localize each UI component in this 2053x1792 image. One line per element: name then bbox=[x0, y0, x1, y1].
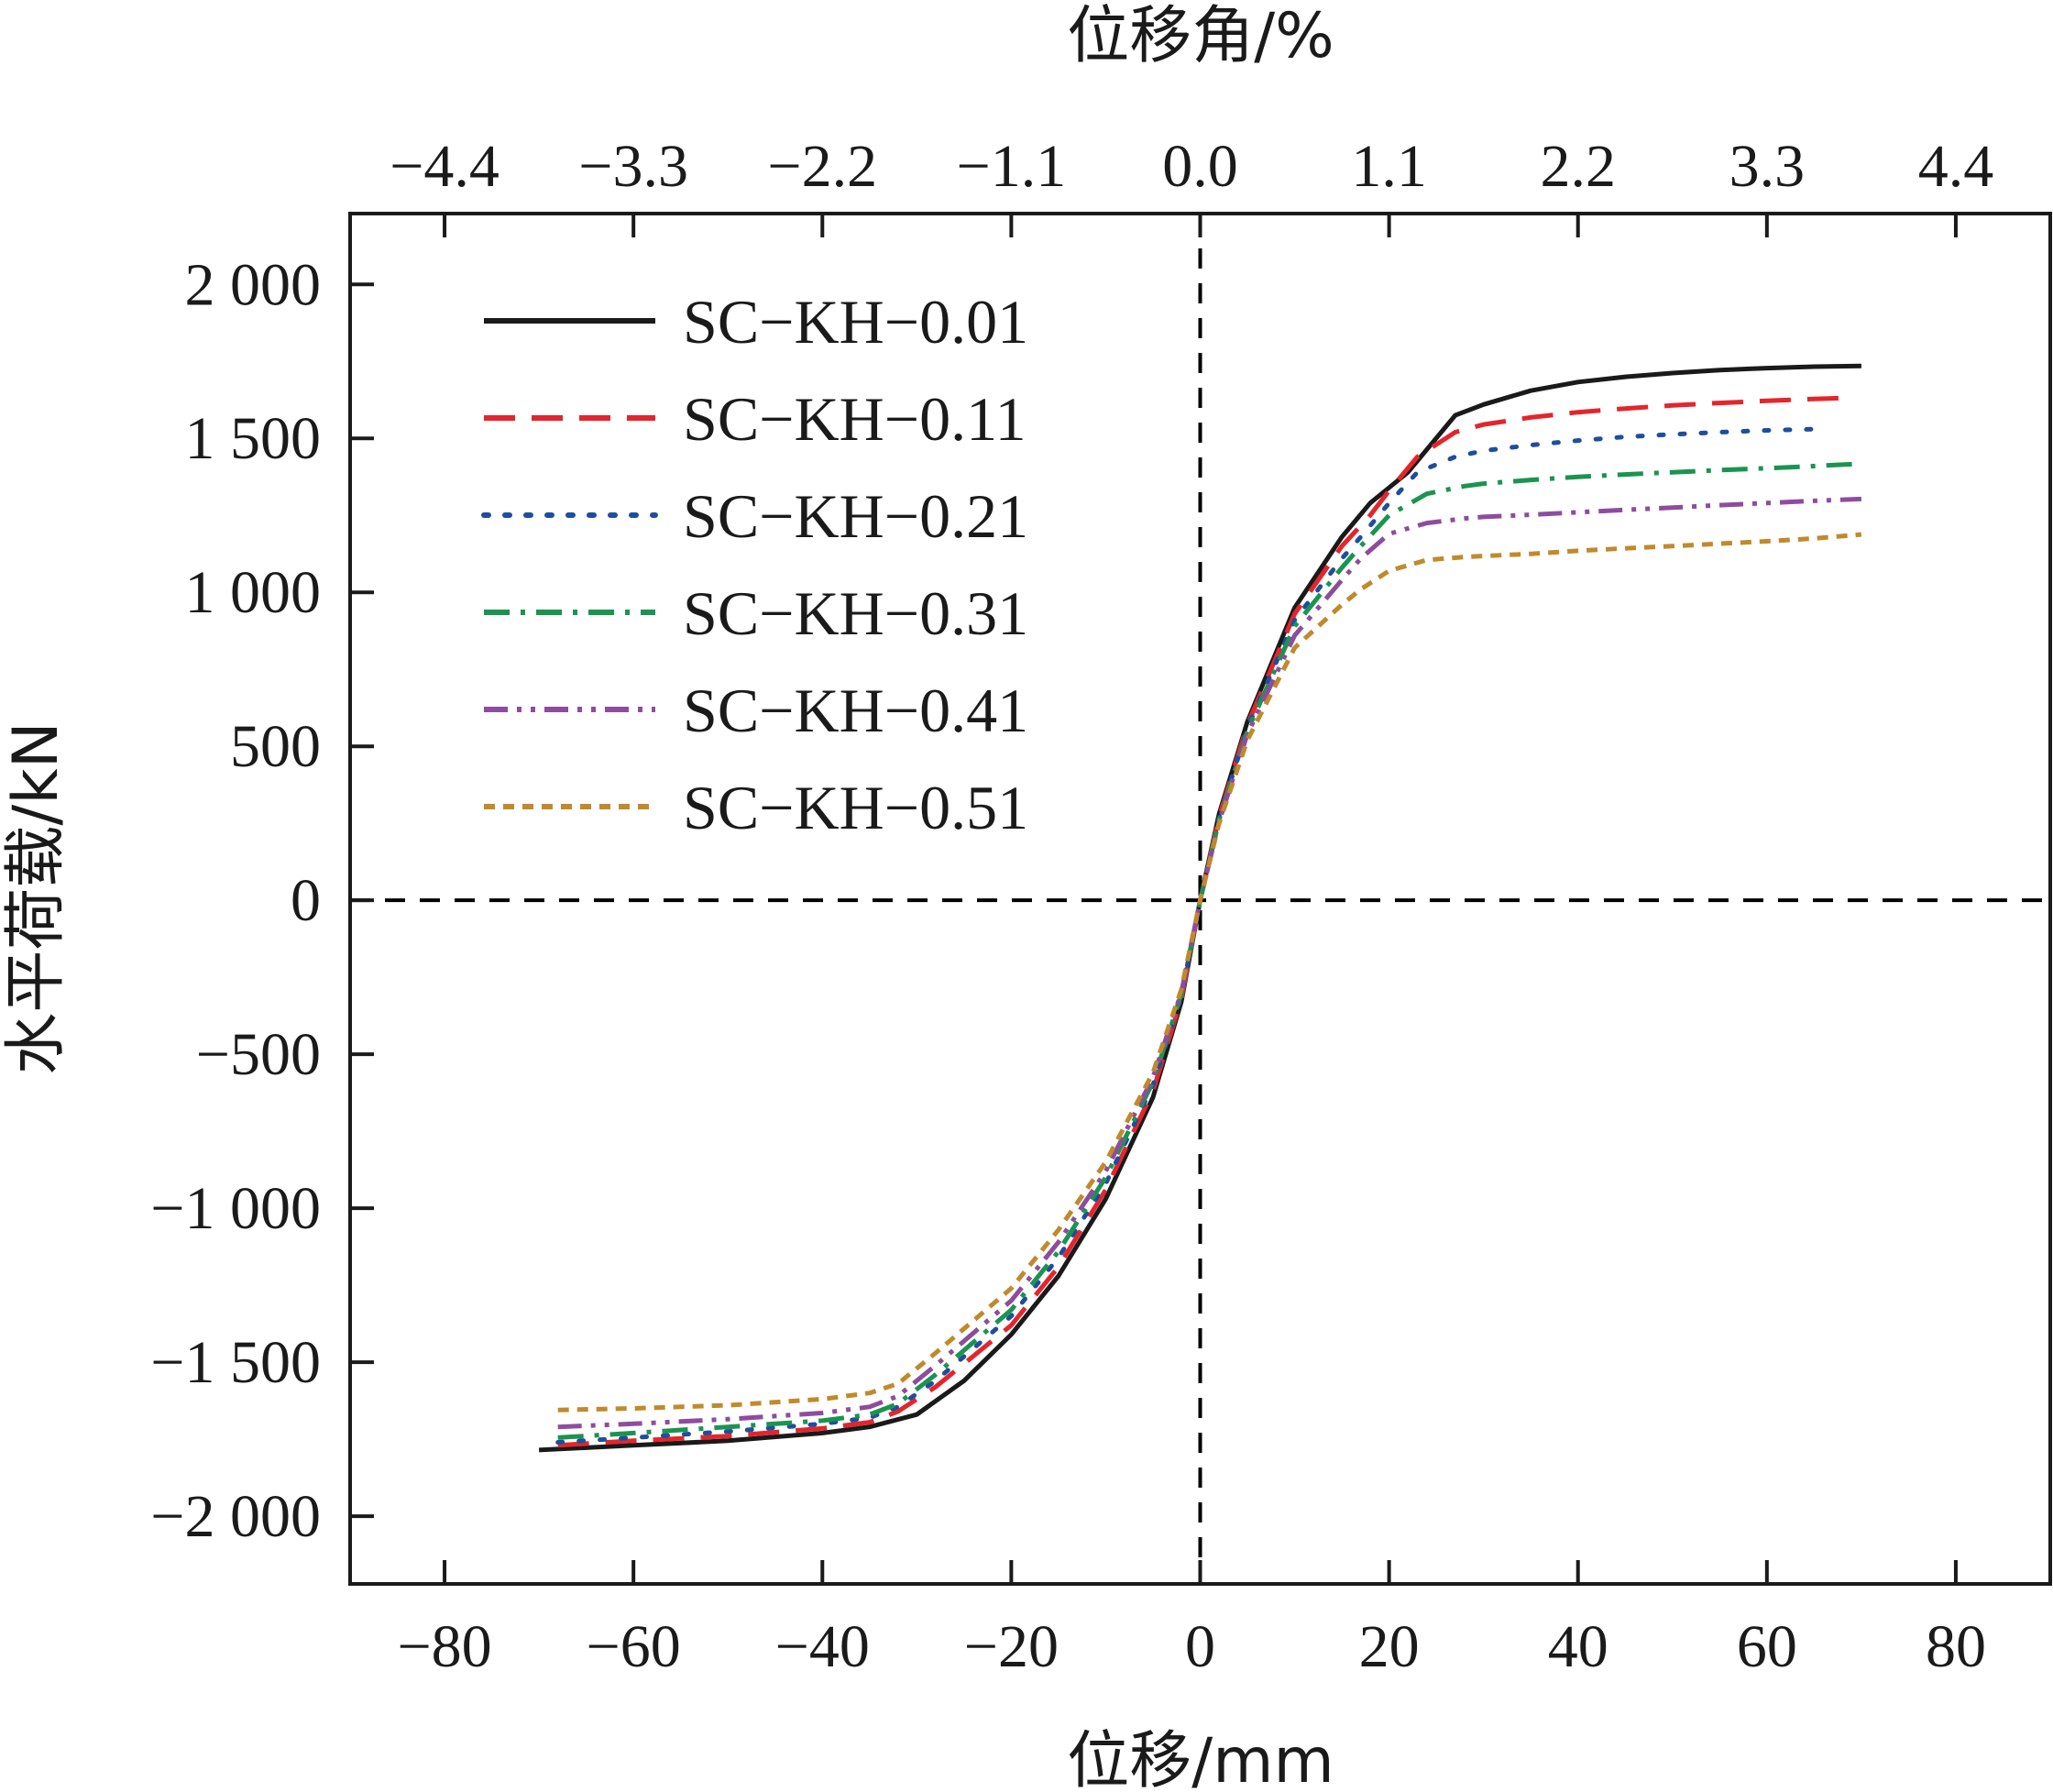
x-tick-label: −20 bbox=[964, 1613, 1059, 1680]
y-tick-label: 500 bbox=[230, 713, 321, 780]
y-tick-label: −1 500 bbox=[150, 1329, 321, 1396]
x-tick-label: 40 bbox=[1548, 1613, 1608, 1680]
x-tick-label: −60 bbox=[587, 1613, 681, 1680]
y-tick-label: −500 bbox=[196, 1021, 321, 1088]
y-tick-label: 1 500 bbox=[185, 405, 322, 472]
x-tick-label: 80 bbox=[1926, 1613, 1986, 1680]
legend: SC−KH−0.01 SC−KH−0.11 SC−KH−0.21 SC−KH−0.31… bbox=[481, 287, 1028, 842]
y-tick-label: −1 000 bbox=[150, 1175, 321, 1242]
series-line-4 bbox=[557, 461, 1862, 1440]
legend-label-4: SC−KH−0.31 bbox=[683, 578, 1028, 648]
x2-tick-label: −3.3 bbox=[578, 133, 688, 200]
x2-tick-label: 1.1 bbox=[1351, 133, 1427, 200]
x2-tick-label: 4.4 bbox=[1918, 133, 1994, 200]
x2-tick-label: −1.1 bbox=[957, 133, 1067, 200]
y-tick-label: −2 000 bbox=[150, 1483, 321, 1550]
series-line-6 bbox=[557, 532, 1862, 1413]
x2-tick-label: −4.4 bbox=[390, 133, 500, 200]
x-tick-label: −40 bbox=[775, 1613, 870, 1680]
x2-tick-label: −2.2 bbox=[767, 133, 877, 200]
series-line-5 bbox=[557, 496, 1861, 1430]
x2-tick-label: 2.2 bbox=[1540, 133, 1616, 200]
x-tick-label: −80 bbox=[397, 1613, 491, 1680]
y-tick-label: 2 000 bbox=[185, 251, 322, 318]
x2-axis-title: 位移角/% bbox=[1067, 0, 1334, 72]
series-line-2 bbox=[557, 395, 1843, 1448]
x2-tick-label: 3.3 bbox=[1729, 133, 1806, 200]
y-tick-label: 1 000 bbox=[185, 559, 322, 626]
y-axis-title: 水平荷载/kN bbox=[0, 721, 72, 1074]
tick-marks bbox=[350, 214, 1958, 1584]
legend-label-1: SC−KH−0.01 bbox=[683, 287, 1028, 357]
x2-tick-label: 0.0 bbox=[1162, 133, 1238, 200]
series-line-3 bbox=[555, 426, 1817, 1445]
legend-label-6: SC−KH−0.51 bbox=[683, 773, 1028, 842]
legend-label-2: SC−KH−0.11 bbox=[683, 384, 1026, 454]
x-tick-label: 0 bbox=[1185, 1613, 1215, 1680]
x-axis-title: 位移/mm bbox=[1067, 1725, 1334, 1792]
x-tick-label: 60 bbox=[1737, 1613, 1797, 1680]
legend-label-3: SC−KH−0.21 bbox=[683, 481, 1028, 551]
legend-label-5: SC−KH−0.41 bbox=[683, 676, 1028, 745]
series-lines bbox=[538, 363, 1862, 1453]
tick-labels: −80 −60 −40 −20 0 20 40 60 80 −4.4 −3.3 −2.2 −1.1 0.0… bbox=[150, 133, 1993, 1680]
x-tick-label: 20 bbox=[1359, 1613, 1420, 1680]
y-tick-label: 0 bbox=[291, 867, 321, 934]
